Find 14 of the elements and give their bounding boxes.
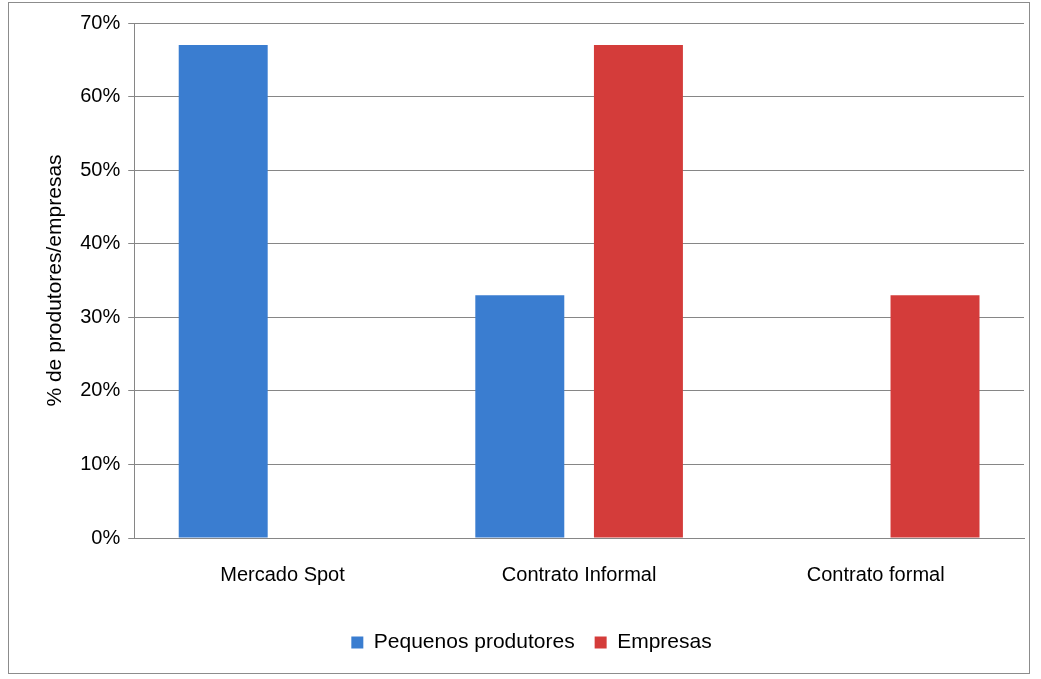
x-tick-label: Mercado Spot	[220, 562, 346, 585]
y-tick-label: 30%	[80, 304, 121, 327]
y-tick-label: 70%	[80, 10, 121, 33]
legend-label: Pequenos produtores	[373, 629, 575, 653]
x-tick-label: Contrato formal	[806, 562, 945, 585]
y-tick-label: 50%	[80, 157, 121, 180]
y-tick-label: 10%	[80, 451, 121, 474]
legend-label: Empresas	[617, 629, 712, 653]
y-tick-label: 40%	[80, 231, 121, 254]
x-tick-label: Contrato Informal	[501, 562, 657, 585]
y-tick-label: 60%	[80, 84, 121, 107]
y-tick-label: 0%	[91, 525, 121, 548]
y-axis-title: % de produtores/empresas	[42, 154, 66, 407]
y-tick-label: 20%	[80, 378, 121, 401]
